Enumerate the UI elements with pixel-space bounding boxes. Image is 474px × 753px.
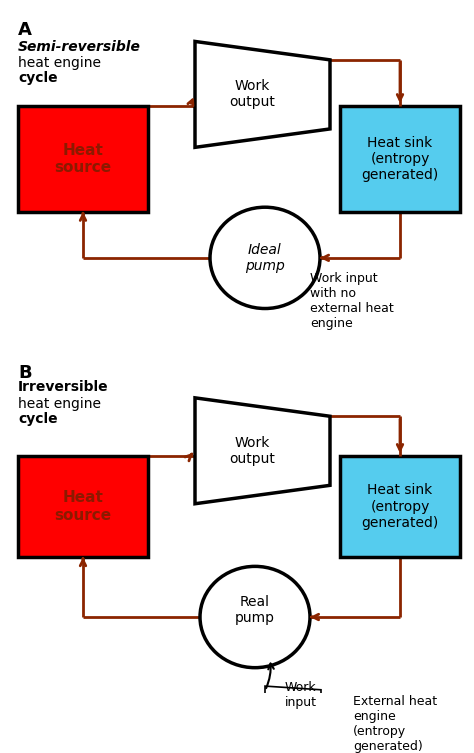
Bar [239, 712, 267, 738]
Polygon shape [265, 686, 321, 708]
Circle shape [210, 207, 320, 309]
Text: cycle: cycle [18, 412, 58, 425]
Text: Heat
source: Heat source [55, 142, 111, 175]
Bar [18, 456, 148, 557]
Text: Irreversible: Irreversible [18, 380, 109, 395]
Polygon shape [195, 398, 330, 504]
Text: Heat sink
(entropy
generated): Heat sink (entropy generated) [361, 136, 438, 182]
Text: cycle: cycle [18, 71, 58, 85]
Text: Work input
with no
external heat
engine: Work input with no external heat engine [310, 272, 394, 330]
Circle shape [200, 566, 310, 668]
Text: Real
pump: Real pump [235, 595, 275, 625]
Text: Work
output: Work output [229, 436, 275, 466]
Bar [340, 456, 460, 557]
Text: Heat sink
(entropy
generated): Heat sink (entropy generated) [361, 483, 438, 529]
Text: B: B [18, 364, 32, 382]
Text: Work
input: Work input [285, 681, 317, 709]
Text: Work
output: Work output [229, 79, 275, 109]
Text: heat engine: heat engine [18, 397, 101, 411]
Text: Heat
source: Heat source [55, 490, 111, 523]
Text: External heat
engine
(entropy
generated): External heat engine (entropy generated) [353, 695, 437, 753]
Polygon shape [195, 41, 330, 148]
Bar [18, 106, 148, 212]
Text: Semi-reversible: Semi-reversible [18, 40, 141, 53]
Circle shape [284, 710, 316, 739]
Text: Ideal
pump: Ideal pump [245, 242, 285, 273]
Text: A: A [18, 21, 32, 39]
Bar [340, 106, 460, 212]
Text: heat engine: heat engine [18, 56, 101, 70]
Bar [319, 712, 347, 738]
